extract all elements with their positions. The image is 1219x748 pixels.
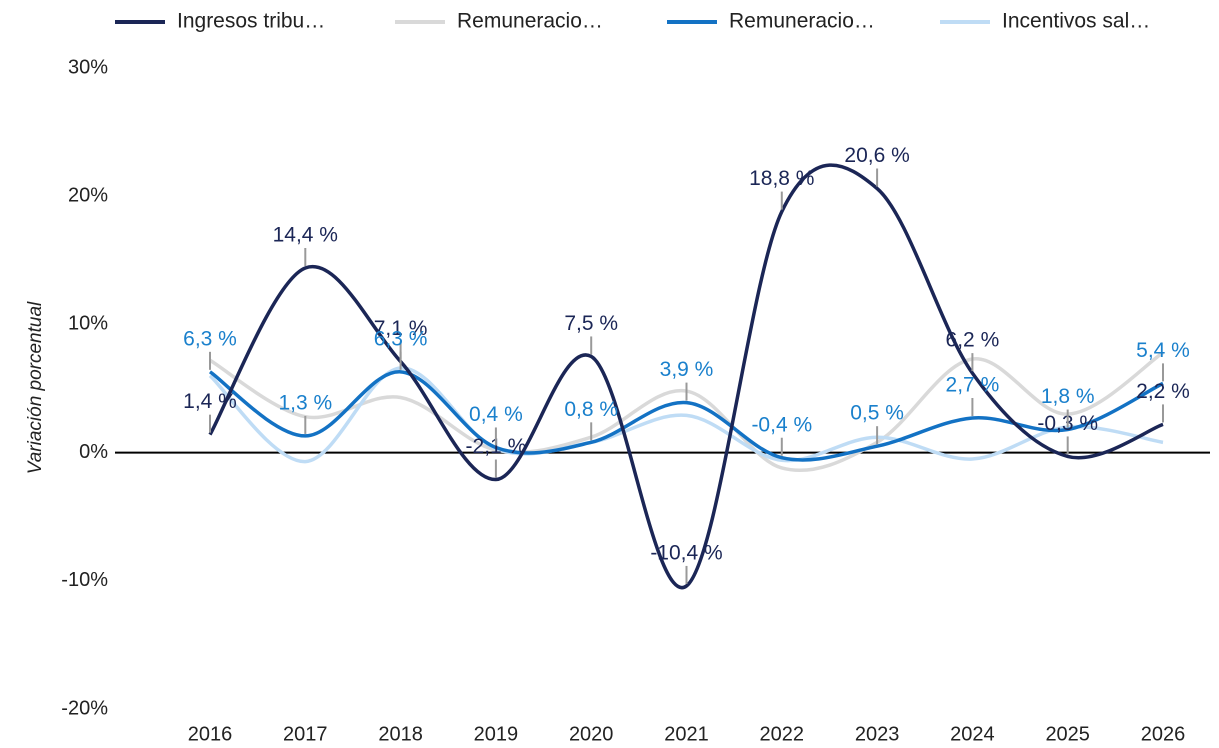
series-line	[208, 366, 1164, 464]
y-tick-label: 20%	[68, 184, 108, 206]
data-label: 6,3 %	[374, 327, 428, 350]
data-label: 6,3 %	[183, 327, 237, 350]
data-label: -0,4 %	[751, 413, 812, 436]
data-label: 0,5 %	[850, 402, 904, 425]
data-label: 1,4 %	[183, 390, 237, 413]
data-label: 3,9 %	[660, 358, 714, 381]
y-axis-title: Variación porcentual	[25, 301, 46, 474]
data-label: 7,1 %	[374, 317, 428, 340]
data-label: 1,3 %	[278, 391, 332, 414]
x-tick-label: 2018	[378, 723, 423, 745]
x-tick-label: 2021	[664, 723, 709, 745]
legend-label: Ingresos tribu…	[177, 10, 325, 33]
data-label: 6,2 %	[946, 329, 1000, 352]
x-tick-label: 2022	[760, 723, 805, 745]
data-label: 1,8 %	[1041, 385, 1095, 408]
y-tick-label: -20%	[61, 697, 108, 719]
x-tick-label: 2019	[474, 723, 519, 745]
legend-label: Remuneracio…	[729, 10, 875, 33]
series-line	[209, 351, 1164, 473]
data-label: 14,4 %	[273, 224, 338, 247]
y-tick-label: -10%	[61, 569, 108, 591]
data-label: -2,1 %	[466, 435, 527, 458]
data-label: 0,8 %	[564, 398, 618, 421]
data-label: 7,5 %	[564, 312, 618, 335]
data-label: 0,4 %	[469, 403, 523, 426]
x-tick-label: 2017	[283, 723, 328, 745]
series-line	[208, 163, 1164, 590]
data-label: 5,4 %	[1136, 339, 1190, 362]
legend-label: Incentivos sal…	[1002, 10, 1150, 33]
data-label: 2,2 %	[1136, 380, 1190, 403]
x-tick-label: 2026	[1141, 723, 1186, 745]
y-tick-label: 0%	[79, 441, 108, 463]
x-tick-label: 2024	[950, 723, 995, 745]
y-tick-label: 10%	[68, 313, 108, 335]
data-label: 18,8 %	[749, 167, 814, 190]
x-tick-label: 2023	[855, 723, 900, 745]
data-label: 20,6 %	[844, 144, 909, 167]
y-tick-label: 30%	[68, 56, 108, 78]
data-label: 2,7 %	[946, 374, 1000, 397]
data-label: -10,4 %	[650, 541, 722, 564]
legend-label: Remuneracio…	[457, 10, 603, 33]
x-tick-label: 2025	[1045, 723, 1090, 745]
series-line	[208, 370, 1164, 462]
x-tick-label: 2020	[569, 723, 614, 745]
x-tick-label: 2016	[188, 723, 233, 745]
